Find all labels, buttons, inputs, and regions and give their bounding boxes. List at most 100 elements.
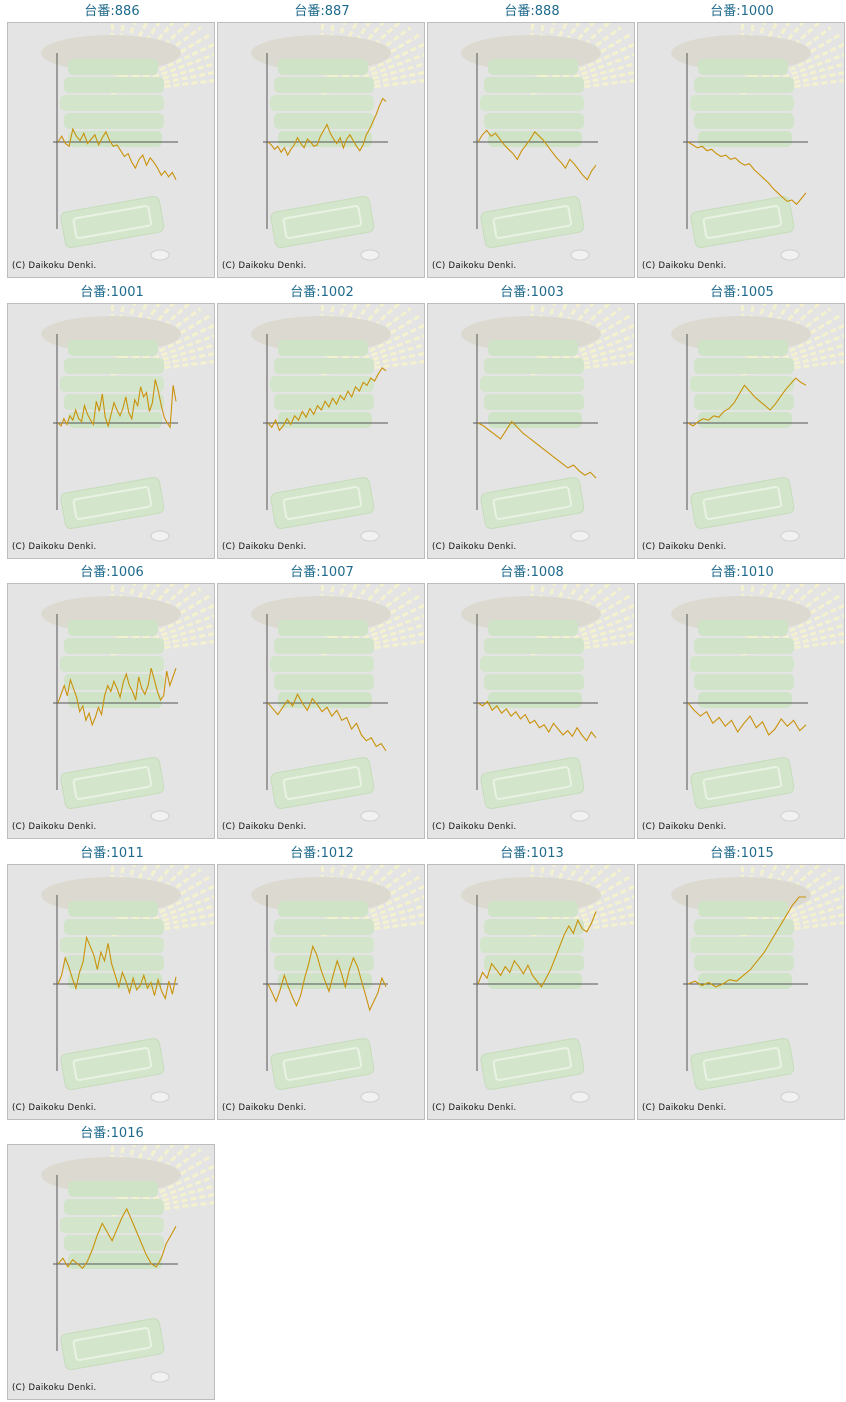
machine-number-link[interactable]: 台番:1016 [80,1126,144,1141]
background-illustration [251,23,424,261]
machine-number-link[interactable]: 台番:1001 [80,284,144,300]
graph-card: 台番:1000 [637,2,846,280]
slump-graph[interactable]: (C) Daikoku Denki. [637,22,845,278]
machine-number-link[interactable]: 台番:1012 [290,845,354,861]
token-box-1 [68,339,158,356]
token-box-3 [480,95,584,111]
token-tray [270,196,375,249]
slump-graph[interactable]: (C) Daikoku Denki. [427,583,635,839]
machine-number-link[interactable]: 台番:1000 [710,4,774,19]
token-box-1 [488,339,578,356]
machine-number-link[interactable]: 台番:1010 [710,565,774,580]
token-box-2 [64,918,164,935]
graph-card: 台番:887 [217,2,427,280]
background-illustration [671,303,844,541]
token-box-3 [60,656,164,672]
sunburst-ray [319,303,385,375]
sunburst-ray [109,303,175,375]
token-coin [570,530,590,541]
difference-line [57,935,177,1000]
graph-card: 台番:1003 [427,283,637,561]
copyright-text: (C) Daikoku Denki. [12,541,97,552]
token-coin [570,249,590,261]
slump-graph[interactable]: (C) Daikoku Denki. [7,22,215,278]
sunburst-ray [319,864,385,936]
machine-number-link[interactable]: 台番:1013 [500,845,564,861]
token-box-2 [274,77,374,93]
token-box-1 [278,620,368,636]
graph-svg [41,303,214,541]
background-illustration [251,303,424,541]
slump-graph[interactable]: (C) Daikoku Denki. [217,302,425,559]
token-box-4 [694,954,794,971]
machine-number-link[interactable]: 台番:886 [84,4,140,19]
slump-graph[interactable]: (C) Daikoku Denki. [427,302,635,559]
machine-number-link[interactable]: 台番:887 [294,4,350,19]
machine-number-link[interactable]: 台番:1006 [80,565,144,580]
slump-graph[interactable]: (C) Daikoku Denki. [427,22,635,278]
token-coin [150,1371,170,1383]
machine-number-link[interactable]: 台番:1008 [500,565,564,580]
token-box-4 [64,113,164,129]
token-box-1 [68,59,158,75]
slump-graph[interactable]: (C) Daikoku Denki. [217,22,425,278]
graph-card: 台番:1013 [427,844,637,1122]
copyright-text: (C) Daikoku Denki. [432,261,517,271]
graph-card: 台番:1016 [7,1124,217,1402]
sunburst-ray [739,23,805,94]
copyright-text: (C) Daikoku Denki. [432,822,517,832]
background-illustration [461,23,634,261]
token-tray [690,1037,795,1090]
slump-graph[interactable]: (C) Daikoku Denki. [7,583,215,839]
machine-number-link[interactable]: 台番:888 [504,4,560,19]
token-tray [60,1037,165,1090]
token-tray [270,1037,375,1090]
token-tray [480,757,585,810]
slump-graph[interactable]: (C) Daikoku Denki. [217,863,425,1120]
background-illustration [671,864,844,1102]
slump-graph[interactable]: (C) Daikoku Denki. [7,302,215,559]
token-box-2 [484,77,584,93]
token-box-5 [68,692,162,708]
token-box-2 [64,638,164,654]
background-illustration [671,584,844,822]
sunburst-ray [319,584,385,655]
token-box-2 [64,357,164,374]
difference-line [687,141,807,206]
token-box-5 [488,411,582,428]
graph-svg [671,23,844,261]
token-box-1 [488,900,578,917]
machine-number-link[interactable]: 台番:1007 [290,565,354,580]
slump-graph[interactable]: (C) Daikoku Denki. [7,1144,215,1400]
machine-number-link[interactable]: 台番:1002 [290,284,354,300]
token-coin [570,810,590,822]
slump-graph[interactable]: (C) Daikoku Denki. [637,302,845,559]
slump-graph[interactable]: (C) Daikoku Denki. [7,863,215,1120]
slump-graph[interactable]: (C) Daikoku Denki. [427,863,635,1120]
machine-number-link[interactable]: 台番:1003 [500,284,564,300]
token-box-2 [694,357,794,374]
token-coin [150,1091,170,1102]
graph-card: 台番:1011 [7,844,217,1122]
difference-line [687,895,806,988]
background-illustration [251,584,424,822]
difference-line [687,702,807,736]
token-box-3 [690,95,794,111]
token-box-4 [484,113,584,129]
difference-line [57,1207,177,1270]
token-box-2 [694,918,794,935]
machine-number-link[interactable]: 台番:1015 [710,845,774,861]
token-tray [480,196,585,249]
slump-graph[interactable]: (C) Daikoku Denki. [217,583,425,839]
machine-number-link[interactable]: 台番:1005 [710,284,774,300]
token-tray [690,757,795,810]
difference-line [267,693,387,752]
slump-graph[interactable]: (C) Daikoku Denki. [637,583,845,839]
token-box-4 [274,954,374,971]
token-tray [60,757,165,810]
token-coin [780,249,800,261]
slump-graph[interactable]: (C) Daikoku Denki. [637,863,845,1120]
copyright-text: (C) Daikoku Denki. [642,541,727,552]
machine-number-link[interactable]: 台番:1011 [80,845,144,861]
token-box-1 [278,339,368,356]
